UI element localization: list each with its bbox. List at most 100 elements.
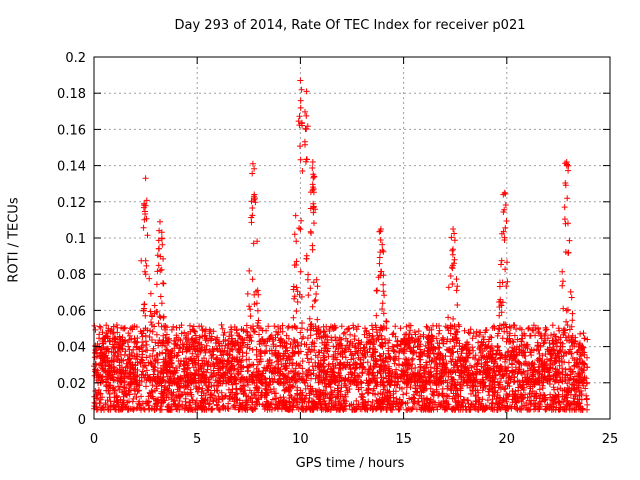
data-point: [315, 326, 322, 333]
data-point: [279, 328, 286, 335]
data-point: [236, 397, 243, 404]
data-point: [532, 332, 539, 339]
data-point: [436, 350, 442, 357]
data-point: [482, 405, 489, 412]
data-point: [308, 346, 315, 353]
data-point: [201, 406, 208, 413]
data-point: [192, 401, 199, 408]
data-point: [546, 340, 553, 346]
data-point: [407, 322, 414, 329]
data-point: [198, 404, 204, 411]
data-point: [224, 405, 231, 412]
data-point: [567, 288, 574, 295]
data-point: [421, 387, 428, 393]
data-point: [254, 399, 261, 406]
data-point: [361, 331, 368, 338]
data-point: [363, 387, 370, 394]
data-point: [125, 388, 132, 394]
data-point: [158, 300, 165, 307]
data-point: [365, 372, 372, 378]
data-point: [168, 403, 175, 410]
data-point: [156, 227, 163, 234]
data-point: [477, 329, 484, 336]
data-point: [296, 392, 303, 398]
data-point: [469, 344, 476, 351]
data-point: [380, 288, 387, 295]
data-point: [543, 405, 550, 412]
data-point: [125, 330, 132, 337]
data-point: [138, 393, 145, 400]
data-point: [542, 406, 549, 413]
data-point: [392, 388, 399, 395]
data-point: [470, 330, 477, 337]
data-point: [439, 386, 446, 392]
data-point: [160, 280, 166, 287]
data-point: [366, 330, 372, 337]
data-point: [357, 378, 364, 385]
data-point: [577, 330, 584, 337]
data-point: [299, 370, 306, 377]
data-point: [140, 224, 147, 231]
data-point: [168, 396, 175, 403]
data-point: [234, 400, 240, 407]
data-point: [557, 385, 564, 392]
data-point: [449, 247, 456, 254]
data-point: [541, 332, 548, 339]
data-point: [249, 276, 256, 283]
data-point: [184, 405, 190, 411]
y-tick-label: 0.04: [57, 341, 86, 356]
data-point: [502, 202, 509, 208]
data-point: [514, 394, 521, 401]
data-point: [307, 228, 314, 235]
data-point: [514, 404, 521, 411]
data-point: [423, 323, 430, 330]
data-point: [503, 218, 510, 224]
data-point: [302, 385, 309, 392]
data-point: [204, 397, 211, 404]
data-point: [390, 403, 397, 410]
data-point: [152, 339, 159, 346]
data-point: [264, 358, 271, 365]
data-point: [168, 326, 175, 333]
data-point: [454, 386, 461, 393]
data-point: [160, 397, 167, 404]
data-point: [263, 386, 270, 393]
data-point: [249, 205, 256, 211]
data-point: [465, 329, 472, 336]
data-point: [450, 405, 457, 412]
data-point: [299, 325, 305, 332]
data-point: [484, 397, 491, 404]
data-point: [254, 307, 261, 314]
data-point: [178, 322, 185, 329]
data-point: [280, 400, 287, 407]
data-point: [518, 326, 525, 333]
data-point: [297, 362, 303, 369]
data-point: [97, 324, 104, 331]
data-point: [535, 326, 542, 333]
data-point: [504, 328, 511, 335]
data-point: [293, 238, 300, 245]
data-point: [427, 385, 434, 392]
data-point: [227, 389, 234, 396]
data-point: [344, 389, 351, 396]
data-point: [511, 345, 518, 352]
data-point: [266, 403, 273, 410]
data-point: [174, 381, 180, 388]
data-point: [580, 330, 587, 337]
data-point: [565, 359, 572, 366]
y-tick-label: 0.18: [57, 87, 86, 102]
data-point: [180, 382, 187, 389]
data-point: [244, 363, 250, 370]
data-point: [391, 360, 398, 367]
data-point: [178, 330, 185, 337]
data-point: [246, 267, 253, 274]
data-point: [526, 332, 533, 339]
data-point: [381, 292, 388, 299]
y-tick-label: 0.02: [57, 377, 86, 392]
data-point: [479, 387, 486, 394]
data-point: [444, 400, 451, 407]
data-point: [477, 404, 484, 411]
data-point: [129, 398, 136, 405]
data-point: [192, 383, 199, 390]
data-point: [238, 403, 245, 410]
